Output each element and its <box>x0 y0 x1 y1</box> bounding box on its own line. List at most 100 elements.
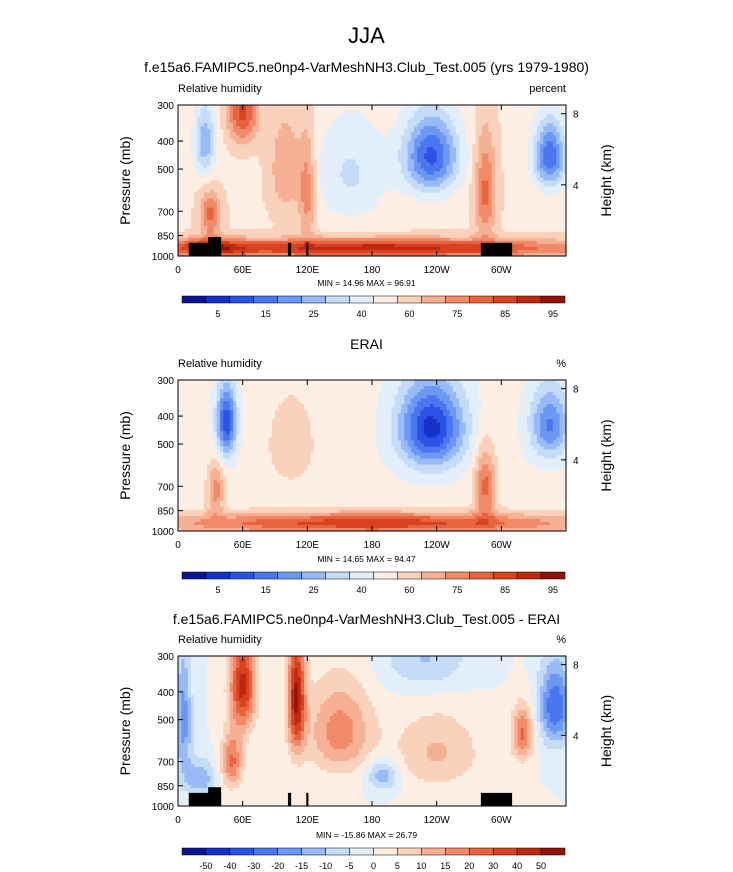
field-cell <box>462 213 467 218</box>
field-cell <box>498 204 502 209</box>
field-cell <box>200 129 205 133</box>
field-cell <box>203 177 208 182</box>
field-cell <box>410 156 415 160</box>
field-cell <box>527 198 532 203</box>
field-cell <box>384 192 389 197</box>
field-cell <box>481 222 486 227</box>
field-cell <box>194 204 198 209</box>
field-cell <box>281 225 286 230</box>
field-cell <box>287 201 292 206</box>
field-cell <box>491 156 496 160</box>
field-cell <box>313 174 318 179</box>
field-cell <box>491 165 496 170</box>
field-cell <box>336 180 341 185</box>
field-cell <box>388 198 392 203</box>
field-cell <box>265 198 270 203</box>
field-cell <box>236 135 241 139</box>
field-cell <box>410 126 415 130</box>
field-cell <box>281 132 286 136</box>
field-cell <box>239 138 244 142</box>
field-cell <box>530 111 535 115</box>
field-cell <box>404 123 409 127</box>
field-cell <box>375 219 380 224</box>
field-cell <box>210 126 215 130</box>
field-cell <box>229 156 234 160</box>
field-cell <box>452 219 457 224</box>
field-cell <box>549 132 554 136</box>
field-cell <box>310 177 315 182</box>
field-cell <box>178 207 182 212</box>
field-cell <box>436 138 441 142</box>
field-cell <box>388 186 392 191</box>
field-cell <box>407 150 412 154</box>
field-cell <box>287 135 292 139</box>
field-cell <box>339 177 344 182</box>
field-cell <box>255 105 260 109</box>
field-cell <box>245 213 250 218</box>
field-cell <box>239 213 244 218</box>
field-cell <box>229 195 234 200</box>
field-cell <box>326 222 331 227</box>
field-cell <box>543 180 548 185</box>
field-cell <box>184 144 189 148</box>
field-cell <box>540 144 544 148</box>
field-cell <box>278 150 283 154</box>
field-cell <box>249 138 253 142</box>
field-cell <box>203 219 208 224</box>
field-cell <box>210 138 215 142</box>
field-cell <box>394 126 399 130</box>
field-cell <box>488 222 493 227</box>
field-cell <box>491 213 496 218</box>
field-cell <box>349 204 354 209</box>
field-cell <box>346 165 350 170</box>
field-cell <box>194 141 198 145</box>
field-cell <box>475 165 480 170</box>
field-cell <box>494 177 499 182</box>
field-cell <box>378 144 383 148</box>
field-cell <box>304 132 308 136</box>
field-cell <box>313 201 318 206</box>
field-cell <box>200 216 205 221</box>
field-cell <box>372 204 376 209</box>
field-cell <box>520 216 525 221</box>
field-cell <box>320 162 325 166</box>
field-cell <box>300 141 305 145</box>
field-cell <box>317 213 321 218</box>
field-cell <box>436 165 441 170</box>
field-cell <box>278 117 283 121</box>
field-cell <box>207 105 211 109</box>
field-cell <box>378 114 383 118</box>
field-cell <box>504 213 509 218</box>
field-cell <box>216 126 221 130</box>
field-cell <box>410 183 415 188</box>
field-cell <box>326 186 331 191</box>
field-cell <box>543 144 548 148</box>
field-cell <box>433 180 438 185</box>
field-cell <box>485 180 489 185</box>
field-cell <box>401 147 405 151</box>
field-cell <box>359 120 363 124</box>
field-cell <box>333 111 338 115</box>
field-cell <box>329 201 334 206</box>
field-cell <box>375 204 380 209</box>
field-cell <box>281 150 286 154</box>
field-cell <box>307 177 312 182</box>
field-cell <box>472 168 477 173</box>
field-cell <box>252 135 257 139</box>
field-cell <box>307 204 312 209</box>
field-cell <box>333 213 338 218</box>
field-cell <box>494 210 499 215</box>
field-cell <box>284 108 289 112</box>
field-cell <box>546 225 551 230</box>
field-cell <box>226 219 231 224</box>
field-cell <box>472 150 477 154</box>
field-cell <box>375 210 380 215</box>
field-cell <box>342 228 347 233</box>
field-cell <box>498 159 502 163</box>
field-cell <box>213 111 218 115</box>
field-cell <box>517 153 522 157</box>
field-cell <box>262 171 266 176</box>
field-cell <box>449 216 454 221</box>
field-cell <box>456 141 460 145</box>
field-cell <box>317 219 321 224</box>
